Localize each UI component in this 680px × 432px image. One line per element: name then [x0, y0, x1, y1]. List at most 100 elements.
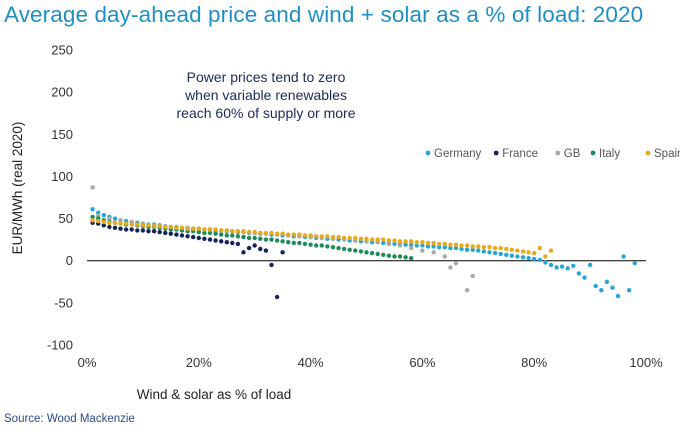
data-point [196, 226, 201, 231]
x-tick-label: 20% [186, 355, 212, 370]
x-tick-label: 60% [409, 355, 435, 370]
data-point [515, 254, 520, 259]
data-point [107, 216, 112, 221]
data-point [386, 253, 392, 258]
data-point [470, 244, 475, 249]
data-point [459, 243, 464, 248]
data-point [213, 238, 218, 243]
data-point [526, 250, 531, 255]
data-point [319, 234, 324, 239]
data-point [381, 237, 386, 242]
data-point [397, 243, 403, 248]
data-point [559, 264, 565, 269]
data-point [386, 241, 392, 247]
data-point [90, 214, 95, 220]
data-point [269, 262, 274, 268]
data-point [112, 220, 118, 225]
data-point [202, 236, 207, 241]
data-point [470, 273, 475, 279]
data-point [219, 239, 224, 244]
y-tick-label: 100 [51, 169, 73, 184]
data-point [448, 265, 453, 270]
data-point [235, 229, 241, 234]
data-point [369, 237, 375, 242]
data-point [101, 223, 107, 228]
data-point [90, 185, 95, 190]
data-point [431, 240, 436, 246]
x-tick-label: 80% [521, 355, 547, 370]
data-point [308, 233, 313, 238]
data-point [448, 245, 453, 251]
data-point [587, 262, 593, 268]
data-point [453, 245, 459, 251]
data-point [476, 244, 481, 249]
data-point [90, 218, 95, 223]
data-point [548, 248, 554, 253]
data-point [151, 224, 157, 229]
y-tick-label: 200 [51, 85, 73, 100]
data-point [526, 256, 531, 261]
data-point [442, 241, 447, 247]
data-point [269, 237, 274, 242]
data-point [123, 221, 129, 226]
data-point [263, 237, 269, 242]
data-point [341, 246, 347, 252]
data-point [532, 250, 537, 256]
data-point [163, 224, 168, 230]
data-point [163, 230, 168, 236]
data-point [274, 238, 280, 243]
data-point [381, 240, 386, 246]
x-tick-label: 40% [298, 355, 324, 370]
data-point [241, 234, 246, 240]
data-point [258, 236, 263, 241]
data-point [604, 279, 610, 284]
data-point [582, 275, 587, 280]
data-point [302, 241, 308, 247]
data-point [492, 250, 498, 256]
data-point [442, 245, 447, 250]
data-point [291, 240, 296, 246]
data-point [258, 246, 263, 252]
data-point [151, 229, 157, 234]
data-point [509, 247, 514, 252]
data-point [96, 210, 101, 215]
data-point [235, 234, 241, 239]
data-point [325, 244, 330, 249]
data-point [185, 226, 190, 231]
data-point [453, 261, 459, 266]
data-point [369, 250, 375, 256]
series-france [90, 220, 285, 300]
data-point [230, 229, 235, 234]
data-point [403, 239, 408, 244]
y-axis-ticks: -100 -50 0 50 100 150 200 250 [47, 43, 73, 353]
data-point [593, 283, 598, 289]
data-point [431, 244, 436, 249]
data-point [543, 254, 548, 259]
data-point [252, 243, 257, 248]
y-tick-label: 250 [51, 43, 73, 58]
data-point [336, 245, 341, 251]
data-point [358, 249, 364, 254]
x-tick-label: 100% [629, 355, 663, 370]
data-point [353, 248, 358, 253]
data-point [632, 261, 637, 266]
data-point [420, 243, 425, 248]
data-point [358, 236, 364, 241]
data-point [487, 245, 492, 250]
data-point [425, 244, 431, 249]
data-point [464, 288, 470, 293]
data-point [107, 220, 112, 225]
data-point [397, 239, 403, 244]
data-point [224, 240, 229, 245]
data-point [476, 248, 481, 253]
data-point [409, 242, 414, 247]
data-point [425, 240, 431, 246]
data-point [246, 235, 252, 241]
data-point [353, 235, 358, 241]
data-point [509, 253, 514, 258]
legend-label: GB [564, 148, 581, 160]
legend-marker [425, 150, 431, 156]
data-point [118, 226, 123, 231]
data-point [543, 260, 548, 265]
